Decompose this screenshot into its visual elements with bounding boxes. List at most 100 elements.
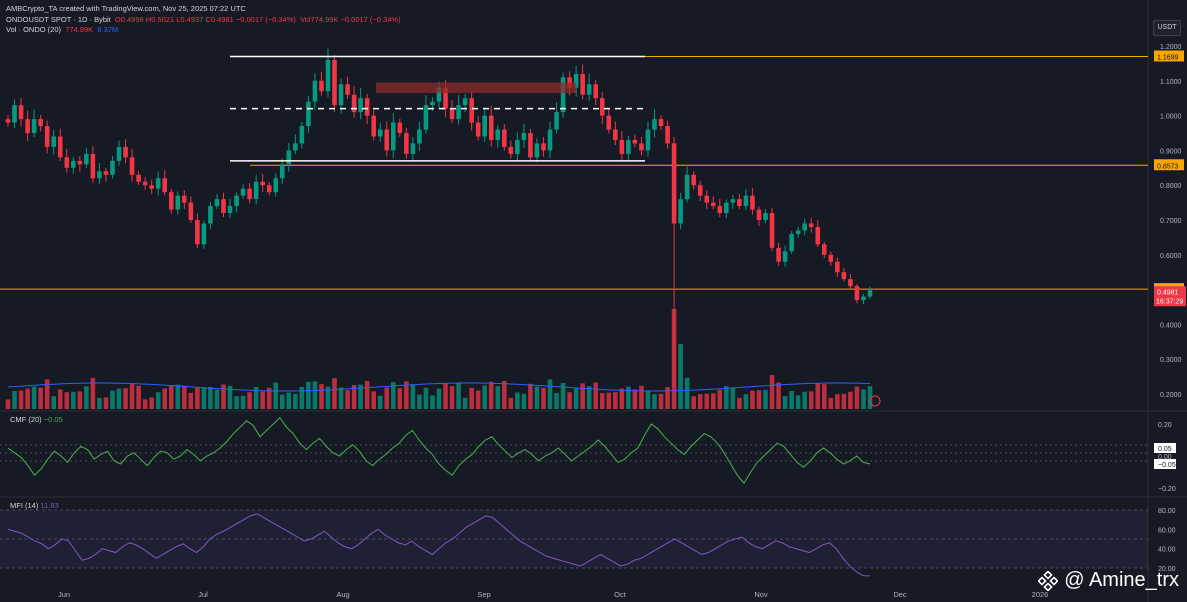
candle-body[interactable] — [658, 119, 664, 127]
candle-body[interactable] — [155, 178, 161, 189]
candle-body[interactable] — [782, 251, 788, 262]
candle-body[interactable] — [299, 126, 305, 144]
vol-indicator-label[interactable]: Vol · ONDO (20) — [6, 25, 62, 34]
candle-body[interactable] — [482, 115, 487, 137]
candle-body[interactable] — [188, 202, 194, 220]
candle-body[interactable] — [90, 153, 96, 179]
candle-body[interactable] — [867, 290, 873, 297]
alert-marker-icon[interactable] — [869, 395, 881, 407]
candle-body[interactable] — [306, 101, 311, 127]
candle-body[interactable] — [12, 105, 17, 123]
candle-body[interactable] — [103, 171, 109, 175]
candle-body[interactable] — [704, 195, 710, 203]
candle-body[interactable] — [802, 223, 807, 231]
candle-body[interactable] — [789, 233, 794, 252]
candle-body[interactable] — [456, 105, 461, 120]
candle-body[interactable] — [410, 143, 416, 154]
symbol-label[interactable]: ONDOUSDT SPOT · 1D · Bybit — [6, 15, 111, 24]
candle-body[interactable] — [678, 199, 683, 224]
candle-body[interactable] — [234, 195, 239, 207]
candle-body[interactable] — [750, 195, 755, 210]
candle-body[interactable] — [626, 139, 631, 154]
candle-body[interactable] — [325, 59, 331, 92]
candle-body[interactable] — [64, 157, 70, 168]
candle-body[interactable] — [25, 119, 30, 133]
candle-body[interactable] — [253, 181, 259, 200]
candle-body[interactable] — [273, 178, 279, 193]
candle-body[interactable] — [613, 129, 618, 140]
candle-body[interactable] — [345, 84, 350, 95]
candle-body[interactable] — [332, 59, 337, 106]
candle-body[interactable] — [776, 247, 781, 262]
currency-button[interactable]: USDT — [1153, 20, 1181, 36]
candle-body[interactable] — [5, 119, 11, 123]
candle-body[interactable] — [221, 199, 226, 214]
candle-body[interactable] — [717, 206, 723, 214]
candle-body[interactable] — [606, 115, 612, 130]
candle-body[interactable] — [175, 195, 181, 210]
candle-body[interactable] — [645, 129, 651, 151]
candle-body[interactable] — [599, 98, 605, 116]
candle-body[interactable] — [227, 206, 233, 214]
candle-body[interactable] — [724, 202, 729, 214]
candle-body[interactable] — [795, 230, 801, 234]
candle-body[interactable] — [854, 286, 860, 301]
candle-body[interactable] — [534, 143, 540, 158]
candle-body[interactable] — [835, 261, 840, 273]
candle-body[interactable] — [841, 272, 847, 280]
candle-body[interactable] — [436, 87, 442, 102]
candle-body[interactable] — [430, 101, 435, 106]
candle-body[interactable] — [815, 226, 821, 245]
candle-body[interactable] — [312, 80, 318, 102]
candle-body[interactable] — [149, 185, 154, 189]
candle-body[interactable] — [247, 188, 252, 200]
candle-body[interactable] — [351, 94, 357, 113]
candle-body[interactable] — [652, 119, 657, 130]
candle-body[interactable] — [469, 98, 474, 123]
candle-body[interactable] — [423, 105, 429, 130]
candle-body[interactable] — [417, 129, 422, 144]
candle-body[interactable] — [182, 195, 187, 203]
candle-body[interactable] — [443, 87, 448, 109]
candle-body[interactable] — [377, 129, 383, 137]
candle-body[interactable] — [208, 206, 213, 224]
candle-body[interactable] — [338, 84, 344, 106]
candle-body[interactable] — [404, 133, 409, 154]
candle-body[interactable] — [129, 157, 135, 175]
candle-body[interactable] — [384, 129, 390, 151]
candle-body[interactable] — [286, 150, 292, 165]
candle-body[interactable] — [260, 181, 265, 186]
candle-body[interactable] — [44, 126, 50, 147]
candle-body[interactable] — [763, 213, 768, 220]
candle-body[interactable] — [808, 223, 814, 227]
candle-body[interactable] — [671, 143, 677, 224]
candle-body[interactable] — [743, 195, 749, 207]
candle-body[interactable] — [515, 139, 520, 154]
candle-body[interactable] — [38, 119, 43, 127]
candle-body[interactable] — [397, 122, 403, 133]
candle-body[interactable] — [84, 153, 89, 165]
candle-body[interactable] — [358, 98, 363, 113]
candle-body[interactable] — [462, 98, 468, 106]
candle-body[interactable] — [57, 136, 63, 158]
candle-body[interactable] — [449, 108, 455, 120]
candle-body[interactable] — [71, 160, 76, 168]
candle-body[interactable] — [142, 181, 148, 186]
candle-body[interactable] — [110, 160, 115, 175]
candle-body[interactable] — [619, 139, 625, 154]
candle-body[interactable] — [364, 98, 370, 116]
candle-body[interactable] — [639, 143, 644, 151]
candle-body[interactable] — [475, 122, 481, 137]
candle-body[interactable] — [495, 129, 501, 140]
candle-body[interactable] — [528, 133, 533, 158]
candle-body[interactable] — [632, 139, 638, 144]
candle-body[interactable] — [162, 178, 168, 193]
candle-body[interactable] — [756, 209, 762, 220]
candle-body[interactable] — [240, 188, 246, 196]
candle-body[interactable] — [214, 199, 220, 207]
candle-body[interactable] — [195, 220, 200, 245]
candle-body[interactable] — [586, 84, 592, 95]
candle-body[interactable] — [168, 192, 174, 210]
candle-body[interactable] — [31, 119, 37, 133]
